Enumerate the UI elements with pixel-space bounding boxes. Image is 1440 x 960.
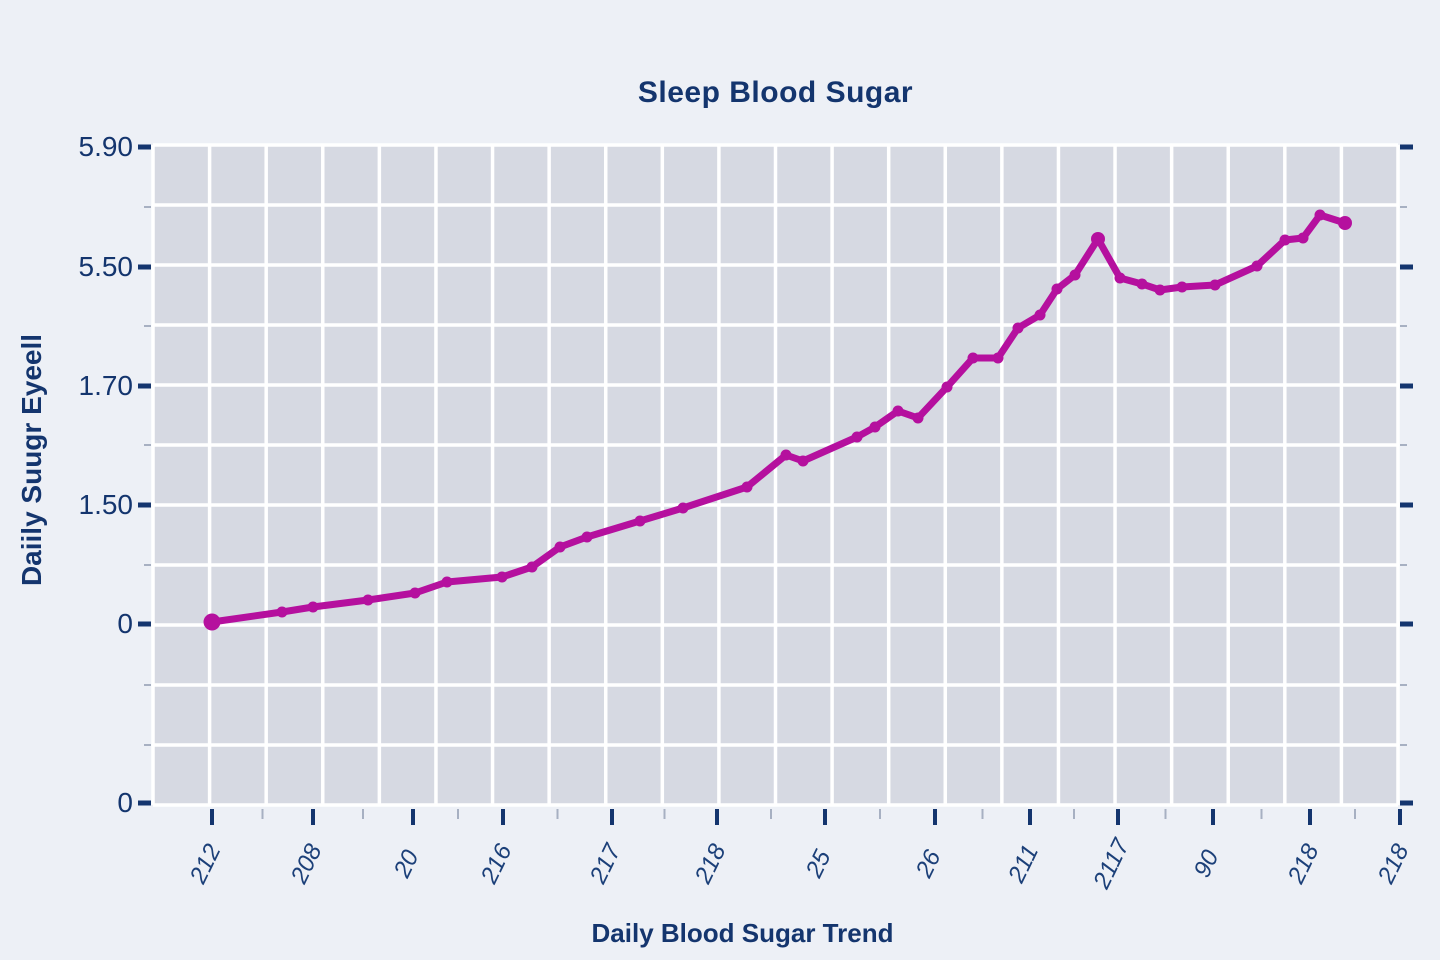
data-point (912, 412, 924, 424)
y-tick-label: 5.50 (78, 251, 134, 282)
data-point (1136, 278, 1148, 290)
data-point (741, 481, 753, 493)
data-point (941, 381, 953, 393)
data-point (1251, 260, 1263, 272)
y-tick-label: 1.50 (78, 489, 134, 520)
data-point (992, 352, 1004, 364)
data-point (526, 561, 538, 573)
data-point (797, 455, 809, 467)
data-point (892, 405, 904, 417)
data-point (362, 594, 374, 606)
data-point (1012, 322, 1024, 334)
data-point (441, 576, 453, 588)
data-point (967, 352, 979, 364)
data-point (554, 541, 566, 553)
data-point (1114, 272, 1126, 284)
data-point (1069, 269, 1081, 281)
data-point (1091, 232, 1105, 246)
data-point (581, 531, 593, 543)
x-axis-title: Daily Blood Sugar Trend (591, 918, 894, 948)
data-point (1338, 216, 1352, 230)
data-point (1297, 232, 1309, 244)
y-tick-label: 0 (117, 787, 133, 818)
data-point (1154, 284, 1166, 296)
y-tick-label: 5.90 (78, 131, 134, 162)
chart-title: Sleep Blood Sugar (637, 76, 914, 109)
data-point (307, 601, 319, 613)
y-tick-label: 0 (117, 608, 133, 639)
data-point (1314, 209, 1326, 221)
data-point (409, 587, 421, 599)
data-point (1209, 279, 1221, 291)
data-point (634, 515, 646, 527)
data-point (869, 421, 881, 433)
data-point (203, 613, 221, 631)
data-point (496, 571, 508, 583)
data-point (1176, 281, 1188, 293)
data-point (1279, 234, 1291, 246)
data-point (276, 606, 288, 618)
data-point (1051, 283, 1063, 295)
data-point (851, 431, 863, 443)
y-tick-label: 1.70 (78, 370, 134, 401)
data-point (1034, 309, 1046, 321)
data-point (677, 502, 689, 514)
data-point (780, 449, 792, 461)
